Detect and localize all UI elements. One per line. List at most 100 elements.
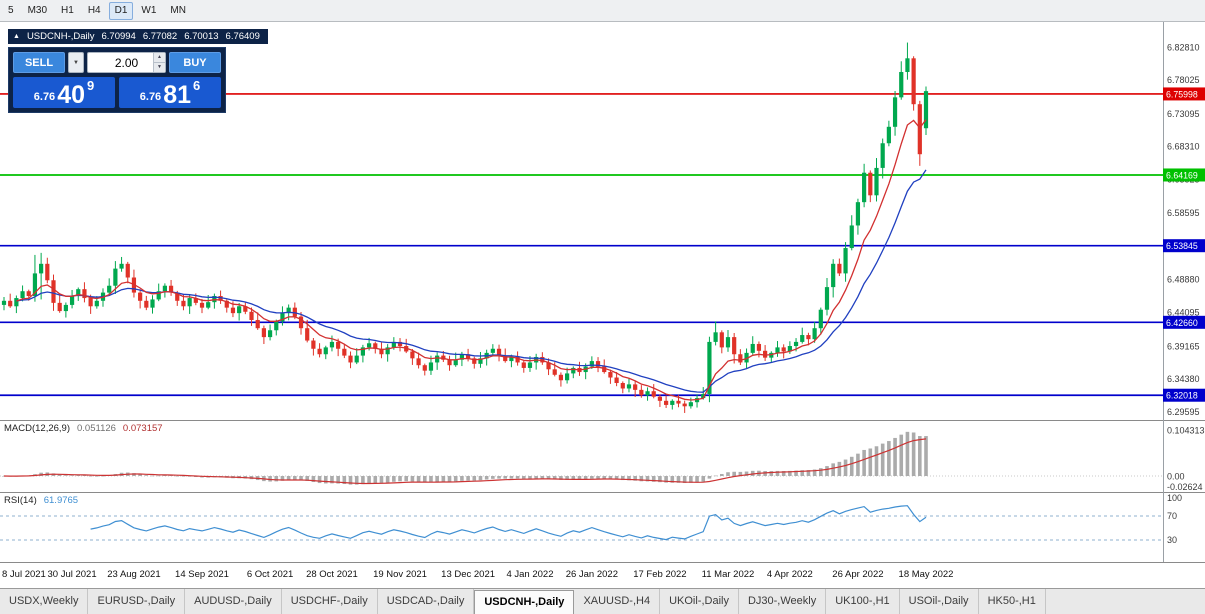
volume-value: 2.00 <box>114 55 139 70</box>
chart-tab-dj30-weekly[interactable]: DJ30-,Weekly <box>739 589 827 614</box>
rsi-header: RSI(14) 61.9765 <box>4 495 78 506</box>
macd-label: MACD(12,26,9) <box>4 423 70 434</box>
order-type-dropdown[interactable]: ▼ <box>68 52 84 73</box>
chart-tab-hk50-h1[interactable]: HK50-,H1 <box>979 589 1046 614</box>
chart-tab-usdcnh-daily[interactable]: USDCNH-,Daily <box>474 590 575 614</box>
buy-price-pip: 6 <box>193 78 201 93</box>
svg-text:6.42660: 6.42660 <box>1166 318 1198 328</box>
rsi-panel[interactable]: 100 70 30 <box>0 492 1205 562</box>
chart-tab-usoil-daily[interactable]: USOil-,Daily <box>900 589 979 614</box>
spinner-down-icon[interactable]: ▼ <box>153 62 165 72</box>
date-label: 4 Jan 2022 <box>506 569 554 580</box>
timeframe-button-m30[interactable]: M30 <box>27 4 48 16</box>
spinner-up-icon[interactable]: ▲ <box>153 53 165 62</box>
price-badge <box>1163 87 1205 101</box>
chart-window: 6.828106.780256.730956.683106.635256.585… <box>0 22 1205 588</box>
timeframe-button-w1[interactable]: W1 <box>141 4 157 16</box>
price-badge <box>1163 168 1205 182</box>
macd-signal-value: 0.073157 <box>122 423 163 434</box>
sell-price-pip: 9 <box>87 78 95 93</box>
timeframe-button-h4[interactable]: H4 <box>87 4 101 16</box>
svg-text:6.75998: 6.75998 <box>1166 89 1198 99</box>
sell-button[interactable]: SELL <box>13 52 65 73</box>
chevron-down-icon: ▼ <box>73 59 79 66</box>
timeframe-button-d1[interactable]: D1 <box>108 1 134 20</box>
price-badge <box>1163 239 1205 253</box>
rsi-label: RSI(14) <box>4 495 37 506</box>
ohlc-open: 6.70994 <box>101 31 136 42</box>
svg-text:6.34380: 6.34380 <box>1167 374 1200 384</box>
date-label: 8 Jul 2021 <box>2 569 46 580</box>
chart-tab-usdchf-daily[interactable]: USDCHF-,Daily <box>282 589 378 614</box>
date-label: 18 May 2022 <box>898 569 954 580</box>
date-label: 28 Oct 2021 <box>306 569 358 580</box>
sell-price-big: 40 <box>57 80 85 109</box>
svg-text:6.44095: 6.44095 <box>1167 307 1200 317</box>
date-label: 4 Apr 2022 <box>766 569 813 580</box>
chart-tab-eurusd-daily[interactable]: EURUSD-,Daily <box>88 589 186 614</box>
svg-text:6.32018: 6.32018 <box>1166 391 1198 401</box>
price-badge <box>1163 315 1205 329</box>
buy-price-button[interactable]: 6.76 81 6 <box>119 77 221 108</box>
chart-tabs-bar: USDX,Weekly EURUSD-,Daily AUDUSD-,Daily USD… <box>0 588 1205 614</box>
time-axis[interactable]: 8 Jul 2021 30 Jul 2021 23 Aug 2021 14 Sep 2… <box>0 562 1205 588</box>
price-badge <box>1163 388 1205 402</box>
chart-symbol-period: USDCNH-,Daily <box>26 31 95 42</box>
svg-text:6.39165: 6.39165 <box>1167 341 1200 351</box>
sell-price-button[interactable]: 6.76 40 9 <box>13 77 115 108</box>
date-label: 11 Mar 2022 <box>701 569 755 580</box>
chart-tab-ukoil-daily[interactable]: UKOil-,Daily <box>660 589 739 614</box>
macd-histogram <box>2 431 928 485</box>
ohlc-close: 6.76409 <box>225 31 260 42</box>
ma-fast-line <box>16 119 927 401</box>
svg-text:70: 70 <box>1167 511 1177 521</box>
svg-text:6.64169: 6.64169 <box>1166 170 1198 180</box>
date-label: 14 Sep 2021 <box>175 569 229 580</box>
date-label: 26 Jan 2022 <box>565 569 618 580</box>
date-label: 13 Dec 2021 <box>441 569 496 580</box>
date-label: 30 Jul 2021 <box>47 569 97 580</box>
svg-text:-0.02624: -0.02624 <box>1167 482 1203 492</box>
svg-text:6.68310: 6.68310 <box>1167 142 1200 152</box>
one-click-trading-panel: SELL ▼ 2.00 ▲ ▼ BUY 6.76 40 9 6.76 81 <box>8 47 226 113</box>
chart-tab-xauusd-h4[interactable]: XAUUSD-,H4 <box>574 589 661 614</box>
timeframe-toolbar: 5 M30 H1 H4 D1 W1 MN <box>0 0 1205 22</box>
svg-text:6.73095: 6.73095 <box>1167 109 1200 119</box>
rsi-value: 61.9765 <box>43 495 79 506</box>
date-label: 19 Nov 2021 <box>373 569 427 580</box>
chart-arrow-icon: ▲ <box>13 33 20 40</box>
horizontal-level-lines <box>0 93 1163 397</box>
macd-signal-line <box>3 438 927 485</box>
svg-text:0.00: 0.00 <box>1167 472 1185 482</box>
svg-text:6.29595: 6.29595 <box>1167 407 1200 417</box>
chart-tab-audusd-daily[interactable]: AUDUSD-,Daily <box>185 589 282 614</box>
timeframe-button-mn[interactable]: MN <box>170 4 186 16</box>
svg-text:100: 100 <box>1167 493 1182 503</box>
macd-value: 0.051126 <box>77 423 116 434</box>
volume-spinner[interactable]: ▲ ▼ <box>153 53 165 72</box>
svg-text:6.53845: 6.53845 <box>1166 241 1198 251</box>
chart-tab-usdx-weekly[interactable]: USDX,Weekly <box>0 589 89 614</box>
ohlc-high: 6.77082 <box>142 31 178 42</box>
date-label: 6 Oct 2021 <box>246 569 294 580</box>
macd-panel[interactable]: 0.104313 0.00-0.02624 <box>0 420 1205 492</box>
svg-text:6.78025: 6.78025 <box>1167 75 1200 85</box>
svg-text:0.104313: 0.104313 <box>1167 425 1205 435</box>
sell-price-prefix: 6.76 <box>33 91 56 103</box>
price-chart[interactable]: 6.828106.780256.730956.683106.635256.585… <box>0 22 1205 420</box>
chart-tab-uk100-h1[interactable]: UK100-,H1 <box>826 589 900 614</box>
timeframe-button-h1[interactable]: H1 <box>61 4 74 16</box>
chart-tab-usdcad-daily[interactable]: USDCAD-,Daily <box>378 589 475 614</box>
buy-button[interactable]: BUY <box>169 52 221 73</box>
buy-price-prefix: 6.76 <box>139 91 162 103</box>
date-label: 23 Aug 2021 <box>107 569 161 580</box>
svg-text:6.48880: 6.48880 <box>1167 275 1200 285</box>
ohlc-low: 6.70013 <box>184 31 219 42</box>
date-label: 17 Feb 2022 <box>633 569 687 580</box>
volume-input[interactable]: 2.00 ▲ ▼ <box>87 52 166 73</box>
timeframe-button-5[interactable]: 5 <box>8 4 14 16</box>
rsi-line <box>90 505 927 541</box>
svg-text:6.58595: 6.58595 <box>1167 208 1200 218</box>
date-label: 26 Apr 2022 <box>832 569 884 580</box>
macd-header: MACD(12,26,9) 0.051126 0.073157 <box>4 423 163 434</box>
